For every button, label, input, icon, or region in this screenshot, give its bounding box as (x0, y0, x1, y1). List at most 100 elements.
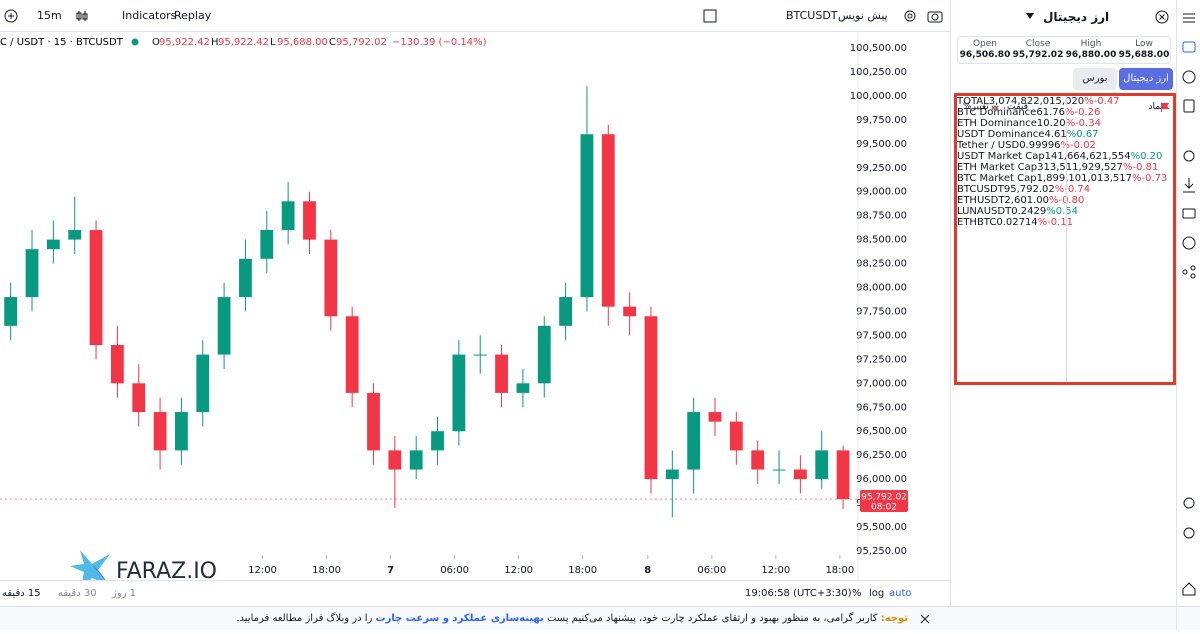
symbol: BTCUSDT (957, 184, 1004, 195)
y-tick-label: 99,250.00 (856, 163, 907, 174)
tab[interactable]: بورس (1073, 68, 1117, 90)
close-panel[interactable] (1155, 10, 1169, 24)
notice-label: توجه: (880, 613, 908, 624)
dropdown-icon[interactable] (1025, 12, 1035, 20)
price: 10.20 (1036, 118, 1066, 129)
candle-body (580, 134, 594, 298)
panel-title[interactable]: ارز دیجیتال (1043, 10, 1110, 24)
toolbar: 15m Indicators Replay BTCUSDT پیش نویس (0, 0, 950, 32)
watchlist-row[interactable]: Tether / USD0.99996%-0.02 (957, 103, 1173, 151)
x-tick-label: 06:00 (440, 565, 469, 576)
auto-toggle[interactable]: auto (889, 588, 912, 599)
watchlist-row[interactable]: USDT Market Cap141,664,621,554%0.20 (957, 105, 1173, 162)
y-tick-label: 96,750.00 (856, 402, 907, 413)
log-toggle[interactable]: log (869, 588, 885, 599)
candle-body (260, 230, 274, 259)
price: 0.2429 (1011, 206, 1047, 217)
watchlist-row[interactable]: LUNAUSDT0.2429%0.54 (957, 105, 1173, 217)
change: %-0.47 (1084, 96, 1120, 107)
chart: 95,250.0095,500.0095,750.0096,000.0096,2… (0, 32, 908, 580)
candle-body (132, 383, 146, 413)
candle-body (217, 297, 231, 355)
symbol: BTC Dominance (957, 107, 1037, 118)
candle-body (303, 201, 316, 240)
watchlist-row[interactable]: USDT Dominance4.61%0.67 (957, 103, 1173, 140)
legend-value: 95,922.42 (159, 37, 210, 48)
watchlist-row[interactable]: ETH Market Cap313,511,929,527%-0.81 (957, 105, 1173, 173)
add-icon[interactable] (4, 9, 18, 23)
watchlist-row[interactable]: BTC Dominance61.76%-0.26 (957, 103, 1173, 118)
price: 95,792.02 (1003, 184, 1055, 195)
notice-link[interactable]: بهینه‌سازی عملکرد و سرعت چارت (375, 613, 544, 624)
bottom-bar: 15 دقیقه 30 دقیقه 1 روز 19:06:58 (UTC+3:… (0, 580, 950, 606)
legend-value: 95,792.02 (336, 37, 387, 48)
watchlist-row[interactable]: BTC Market Cap1,899,101,013,517%-0.73 (957, 105, 1173, 184)
candle-body (25, 249, 39, 298)
indicators[interactable]: Indicators (122, 9, 177, 22)
watchlist-row[interactable]: ETHUSDT2,601.00%-0.80 (957, 105, 1173, 206)
ohlc-label: Low (1135, 39, 1153, 49)
watchlist-panel: ارز دیجیتال Open 96,506.80 Close 95,792.02 H… (950, 0, 1176, 606)
change: %0.54 (1046, 206, 1078, 217)
candle-body (665, 469, 679, 480)
candle-body (196, 354, 210, 413)
interval[interactable]: 15m (37, 9, 62, 22)
y-tick-label: 97,750.00 (856, 306, 907, 317)
watermark-text: FARAZ.IO (116, 559, 217, 580)
candle-body (68, 230, 82, 240)
price: 2,601.00 (1004, 195, 1049, 206)
replay[interactable]: Replay (174, 9, 212, 22)
candle-body (836, 450, 850, 500)
tab[interactable]: ارز دیجیتال (1119, 68, 1173, 90)
candle-body (452, 354, 466, 432)
candle-body (516, 383, 530, 393)
close-notice[interactable] (920, 614, 930, 624)
watchlist-row[interactable]: TOTAL3,074,822,015,020%-0.47 (957, 96, 1173, 112)
fullscreen-icon[interactable] (703, 9, 717, 23)
symbol: USDT Market Cap (957, 151, 1045, 162)
y-tick-label: 98,500.00 (856, 235, 907, 246)
arrow (991, 105, 999, 111)
candle-body (431, 431, 444, 451)
range[interactable]: 30 دقیقه (58, 588, 97, 599)
axes: 95,250.0095,500.0095,750.0096,000.0096,2… (248, 43, 908, 576)
candle-body (751, 450, 765, 470)
candle-body (687, 412, 701, 470)
candle-body (623, 306, 637, 317)
ohlc-value: 96,880.00 (1065, 50, 1117, 60)
last-price-label: 95,792.02 (861, 493, 907, 503)
camera-icon[interactable] (927, 9, 943, 23)
candle-body (239, 258, 252, 298)
legend-value: 95,688.00 (277, 37, 328, 48)
candle-body (324, 239, 338, 317)
y-tick-label: 100,500.00 (850, 43, 907, 54)
symbol: ETHBTC (957, 217, 997, 228)
settings-icon[interactable] (903, 9, 917, 23)
notice: توجه: کاربر گرامی، به منظور بهبود و ارتق… (0, 606, 1200, 630)
y-tick-label: 96,250.00 (856, 450, 907, 461)
symbol: USDT Dominance (957, 129, 1045, 140)
change: %0.20 (1130, 151, 1163, 162)
column-header: نماد (1148, 102, 1163, 112)
x-tick-label: 18:00 (568, 565, 597, 576)
chart-style-icon[interactable] (75, 9, 89, 23)
flag[interactable] (1160, 102, 1170, 112)
watchlist-row[interactable]: ETH Dominance10.20%-0.34 (957, 103, 1173, 129)
change-arrow (991, 105, 999, 111)
range[interactable]: 1 روز (112, 588, 137, 599)
ohlc-box: Open 96,506.80 Close 95,792.02 High 96,880.00… (957, 36, 1171, 64)
legend-key: H (211, 37, 219, 48)
plot (0, 86, 858, 518)
status-dot (131, 38, 139, 46)
candle-body (89, 230, 103, 345)
watchlist-row[interactable]: ETHBTC0.02714%-0.11 (957, 105, 1173, 228)
percent-toggle[interactable]: % (852, 588, 862, 599)
ohlc-value: 95,688.00 (1118, 50, 1170, 60)
candle-body (153, 412, 167, 451)
legend-key: C (329, 37, 336, 48)
symbol: LUNAUSDT (957, 206, 1012, 217)
watchlist-row[interactable]: BTCUSDT95,792.02%-0.74 (957, 103, 1173, 195)
watchlist: نماد قیمت تغییر% TOTAL3,074,822,015,020%… (954, 93, 1176, 385)
range[interactable]: 15 دقیقه (2, 588, 41, 599)
